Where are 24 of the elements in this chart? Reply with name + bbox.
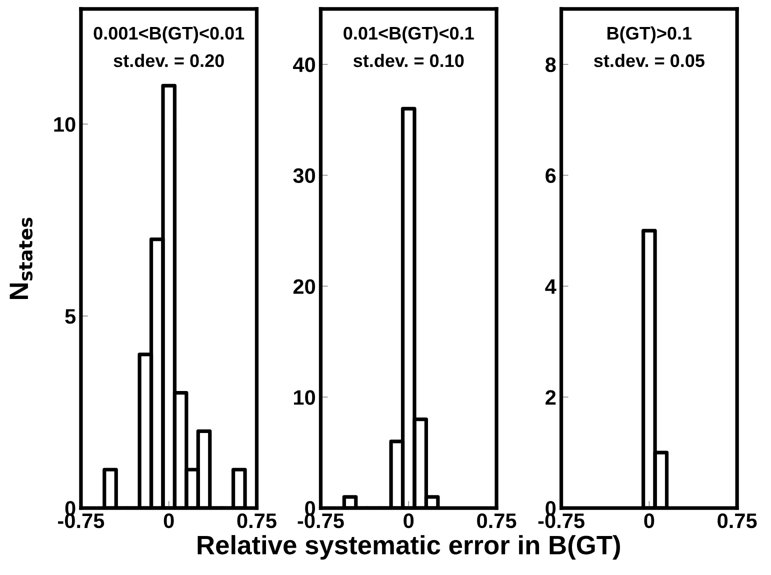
y-tick-label: 10 [54,117,76,132]
y-axis-title: N$_{states}$ [10,218,33,300]
x-tick-label: 0 [164,513,174,528]
text: B(GT)>0.1 [608,26,692,44]
y-tick-label: 5 [65,309,76,324]
y-tick-label: 4 [545,279,556,294]
x-tick-label: 0 [644,513,654,528]
x-tick-label: 0.75 [718,513,757,528]
y-tick-label: 40 [293,57,316,72]
y-tick-label: 30 [293,168,316,184]
y-tick-label: 2 [546,390,556,405]
text: 0.001<B(GT)<0.01 [94,26,244,44]
y-tick-label: 8 [546,57,556,72]
x-tick-label: 0.75 [237,513,276,528]
x-tick-label: 0 [404,513,414,528]
x-axis-title: Relative systematic error in B(GT) [198,535,620,560]
y-tick-label: 20 [293,279,316,294]
y-tick-label: 10 [294,390,316,405]
text: st.dev. = 0.20 [114,54,224,68]
text: st.dev. = 0.05 [594,54,704,68]
text: 0.01<B(GT)<0.1 [344,26,474,44]
text: st.dev. = 0.10 [353,54,464,68]
y-tick-label: 6 [546,168,556,184]
x-tick-label: 0.75 [477,513,516,528]
